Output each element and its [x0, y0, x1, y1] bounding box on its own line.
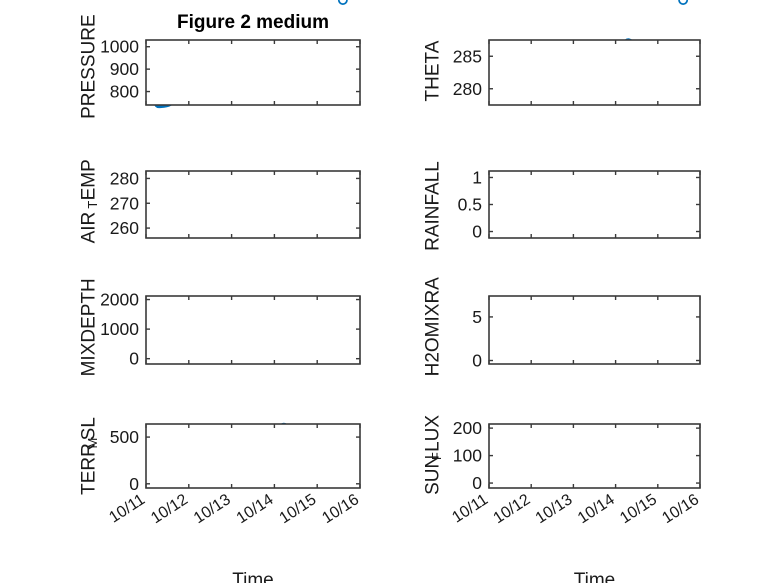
ytick-label-mixdepth: 2000: [100, 290, 139, 310]
ylabel-h2omixra: H2OMIXRA: [423, 277, 444, 377]
tickmarks-rainfall: [488, 171, 701, 238]
xtick-label-group: 10/15: [277, 491, 320, 527]
axes-box-pressure: [145, 39, 361, 106]
ylabel-part: SL: [79, 417, 100, 440]
xtick-label-group: 10/14: [575, 491, 618, 527]
tickmarks-h2omixra: [488, 296, 701, 364]
xtick-label: 10/15: [277, 491, 320, 527]
ylabel-part: PRESSURE: [79, 14, 100, 119]
tickmarks-sun_flux: [488, 424, 701, 488]
xtick-label: 10/16: [659, 491, 702, 527]
xtick-label: 10/12: [148, 491, 191, 527]
ytick-label-rainfall: 0.5: [458, 195, 482, 215]
panel-rainfall: 0 0.5 1 RAINFALL: [423, 0, 701, 251]
xtick-label: 10/14: [575, 491, 618, 527]
ylabel-part: EMP: [79, 159, 100, 200]
ylabel-part: MIXDEPTH: [79, 278, 100, 376]
ylabel-part: SUN: [423, 455, 444, 495]
ylabel-part: RAINFALL: [423, 161, 444, 251]
ylabel-part: M: [85, 438, 100, 449]
ytick-label-pressure: 1000: [100, 37, 139, 57]
xtick-label: 10/11: [449, 491, 491, 526]
xtick-label-group: 10/12: [148, 491, 191, 527]
ytick-label-pressure: 900: [110, 59, 139, 79]
xtick-label: 10/12: [491, 491, 534, 527]
ylabel-pressure: PRESSURE: [79, 14, 100, 119]
ytick-label-rainfall: 0: [472, 222, 482, 242]
xtick-label-group: 10/11: [449, 491, 491, 526]
ytick-label-sun_flux: 200: [453, 418, 482, 438]
ylabel-part: F: [429, 452, 444, 460]
axes-box-terr_msl: [145, 423, 361, 489]
axes-box-mixdepth: [145, 295, 361, 365]
xaxis-label-terr_msl: Time: [232, 570, 274, 583]
xtick-label-group: 10/15: [617, 491, 660, 527]
tickmarks-mixdepth: [145, 296, 361, 364]
xtick-label: 10/15: [617, 491, 660, 527]
tickmarks-pressure: [145, 40, 361, 105]
ytick-label-mixdepth: 0: [129, 349, 139, 369]
tickmarks-air_temp: [145, 171, 361, 238]
ytick-label-mixdepth: 1000: [100, 319, 139, 339]
ytick-label-pressure: 800: [110, 82, 139, 102]
ytick-label-h2omixra: 0: [472, 351, 482, 371]
ytick-label-air_temp: 270: [110, 193, 139, 213]
ylabel-theta: THETA: [423, 40, 444, 101]
tickmarks-terr_msl: [145, 424, 361, 488]
ylabel-mixdepth: MIXDEPTH: [79, 278, 100, 376]
ytick-label-terr_msl: 0: [129, 474, 139, 494]
ylabel-part: THETA: [423, 40, 444, 101]
xtick-label-group: 10/14: [234, 491, 277, 527]
xtick-label: 10/16: [319, 491, 362, 527]
xtick-label: 10/11: [106, 491, 148, 526]
panel-h2omixra: 0 5 H2OMIXRA: [423, 277, 701, 377]
ytick-label-h2omixra: 5: [472, 307, 482, 327]
xaxis-label-sun_flux: Time: [574, 570, 616, 583]
ytick-label-sun_flux: 100: [453, 446, 482, 466]
ylabel-part: H2OMIXRA: [423, 277, 444, 377]
xtick-label-group: 10/13: [191, 491, 234, 527]
ylabel-rainfall: RAINFALL: [423, 161, 444, 251]
ylabel-part: TERR: [79, 443, 100, 495]
xtick-label-group: 10/12: [491, 491, 534, 527]
xtick-label: 10/13: [533, 491, 576, 527]
axes-box-sun_flux: [488, 423, 701, 489]
ytick-label-terr_msl: 500: [110, 427, 139, 447]
axes-box-theta: [488, 39, 701, 106]
xtick-label-group: 10/13: [533, 491, 576, 527]
ytick-label-sun_flux: 0: [472, 473, 482, 493]
ytick-label-air_temp: 280: [110, 168, 139, 188]
panel-theta: 280 285 THETA: [423, 38, 701, 106]
ylabel-part: LUX: [423, 415, 444, 452]
axes-box-h2omixra: [488, 295, 701, 365]
xtick-label-group: 10/16: [319, 491, 362, 527]
ytick-label-theta: 280: [453, 79, 482, 99]
xtick-label: 10/13: [191, 491, 234, 527]
ytick-label-theta: 285: [453, 46, 482, 66]
ytick-label-air_temp: 260: [110, 218, 139, 238]
xtick-label-group: 10/11: [106, 491, 148, 526]
ylabel-part: AIR: [79, 212, 100, 244]
xtick-label-group: 10/16: [659, 491, 702, 527]
figure-title: Figure 2 medium: [177, 12, 329, 33]
axes-box-air_temp: [145, 170, 361, 239]
tickmarks-theta: [488, 40, 701, 105]
ylabel-part: T: [85, 201, 100, 209]
axes-box-rainfall: [488, 170, 701, 239]
ytick-label-rainfall: 1: [472, 167, 482, 187]
xtick-label: 10/14: [234, 491, 277, 527]
